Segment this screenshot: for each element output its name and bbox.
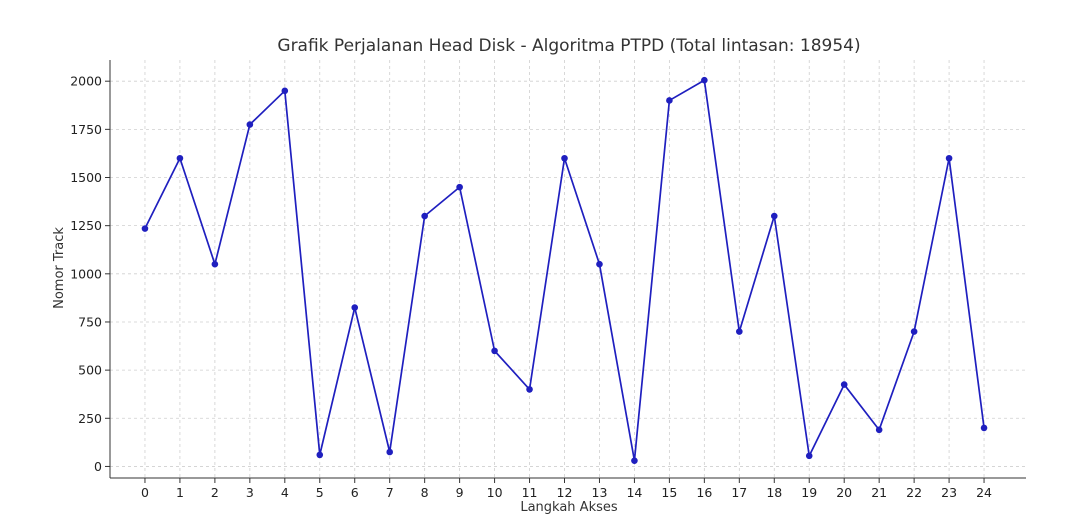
x-tick-label: 18	[766, 485, 782, 500]
x-tick-label: 5	[316, 485, 324, 500]
x-tick-label: 17	[731, 485, 747, 500]
y-tick-label: 750	[78, 314, 102, 329]
x-tick-label: 22	[906, 485, 922, 500]
x-tick-label: 10	[487, 485, 503, 500]
data-point	[526, 386, 533, 393]
data-point	[980, 424, 988, 432]
data-point	[351, 304, 359, 311]
x-tick-label: 4	[281, 485, 289, 500]
data-point	[945, 154, 953, 162]
x-tick-label: 2	[211, 485, 219, 500]
data-point	[561, 154, 568, 162]
x-tick-label: 20	[836, 485, 852, 500]
y-tick-label: 500	[78, 363, 102, 378]
data-point	[491, 347, 498, 355]
y-tick-label: 1250	[70, 218, 102, 233]
y-tick-label: 0	[94, 459, 102, 474]
data-point	[875, 426, 883, 434]
data-point	[631, 457, 638, 464]
x-tick-label: 23	[941, 485, 957, 500]
data-point	[176, 154, 184, 162]
x-axis-label: Langkah Akses	[520, 500, 618, 515]
x-tick-label: 6	[351, 485, 359, 500]
chart-title: Grafik Perjalanan Head Disk - Algoritma …	[277, 36, 860, 56]
x-tick-label: 15	[661, 485, 677, 500]
x-tick-label: 14	[626, 485, 642, 500]
data-point	[421, 212, 428, 220]
y-axis-label: Nomor Track	[52, 227, 67, 309]
data-point	[246, 121, 254, 128]
data-point	[666, 97, 673, 104]
x-tick-label: 19	[801, 485, 817, 500]
x-tick-label: 8	[421, 485, 429, 500]
data-point	[456, 183, 463, 191]
x-tick-label: 13	[592, 485, 608, 500]
x-tick-label: 1	[176, 485, 184, 500]
x-tick-label: 21	[871, 485, 887, 500]
data-point	[281, 87, 289, 95]
y-tick-label: 1500	[70, 170, 102, 185]
x-tick-label: 16	[696, 485, 712, 500]
data-point	[596, 260, 603, 268]
data-point	[701, 76, 708, 84]
gridlines	[110, 60, 1026, 478]
x-tick-label: 7	[386, 485, 394, 500]
data-point	[770, 212, 778, 220]
x-tick-label: 11	[522, 485, 538, 500]
y-tick-label: 250	[78, 411, 102, 426]
data-point	[910, 328, 918, 335]
x-tick-label: 12	[557, 485, 573, 500]
x-tick-label: 0	[141, 485, 149, 500]
y-tick-label: 2000	[70, 74, 102, 89]
data-point	[141, 225, 149, 232]
data-point	[736, 328, 743, 335]
x-tick-label: 9	[456, 485, 464, 500]
data-point	[211, 260, 219, 268]
x-tick-label: 3	[246, 485, 254, 500]
data-point	[386, 448, 393, 456]
x-axis-ticks: 0 1 2 3 4 5 6 7 8 9 10 11 12 13 14 15 16 17 18 19 20 21 22 23 24	[141, 478, 992, 500]
data-point	[316, 451, 324, 459]
y-axis-ticks: 0 250 500 750 1000 1250 1500 1750 2000	[70, 74, 110, 474]
data-point	[805, 452, 813, 460]
y-tick-label: 1000	[70, 266, 102, 281]
series-group	[141, 76, 988, 464]
x-tick-label: 24	[976, 485, 992, 500]
y-tick-label: 1750	[70, 122, 102, 137]
data-point	[840, 381, 848, 388]
